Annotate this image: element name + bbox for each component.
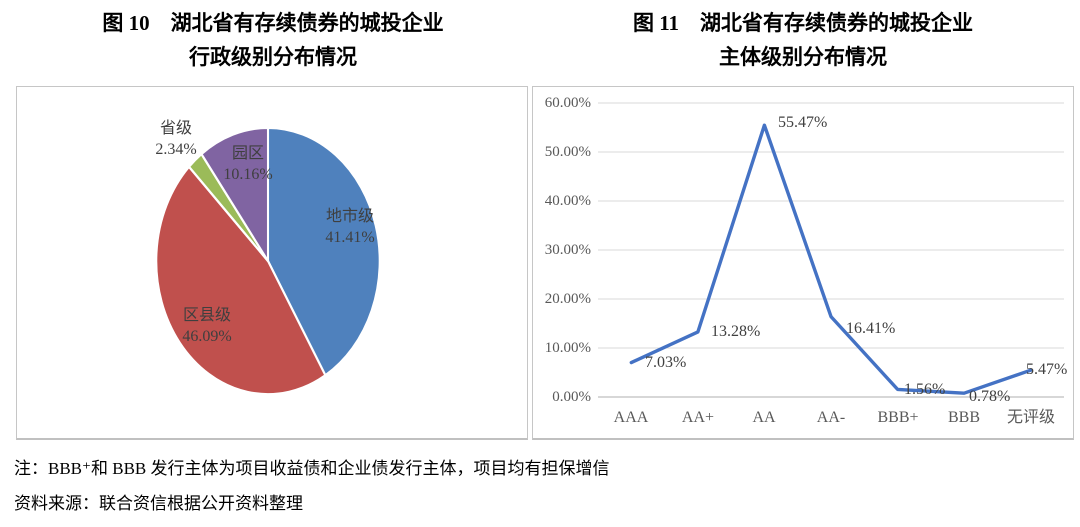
pie-label-county-value: 46.09%: [182, 328, 232, 345]
data-label-aaa: 7.03%: [645, 354, 687, 371]
figure11-title: 图 11 湖北省有存续债券的城投企业 主体级别分布情况: [532, 6, 1074, 74]
pie-chart: [155, 126, 381, 396]
xtick-bbb: BBB: [947, 409, 980, 426]
figure-source: 资料来源：联合资信根据公开资料整理: [14, 494, 303, 513]
data-label-aa-plus: 13.28%: [711, 323, 761, 340]
ytick-0: 0.00%: [552, 389, 591, 405]
pie-label-park-value: 10.16%: [223, 166, 273, 183]
pie-slice-区县级: [155, 165, 327, 396]
xtick-aa: AA: [752, 409, 776, 426]
xtick-aa-minus: AA-: [816, 409, 846, 426]
xtick-unrated: 无评级: [1006, 409, 1055, 426]
line-chart: [598, 102, 1064, 398]
data-label-aa: 55.47%: [778, 114, 828, 131]
ytick-10: 10.00%: [544, 340, 591, 356]
data-label-unrated: 5.47%: [1026, 361, 1068, 378]
rating-distribution-line: [629, 123, 1033, 395]
ytick-20: 20.00%: [544, 291, 591, 307]
data-label-aa-minus: 16.41%: [846, 320, 896, 337]
xtick-bbb-plus: BBB+: [877, 409, 919, 426]
pie-label-provincial-name: 省级: [159, 120, 193, 137]
ytick-50: 50.00%: [544, 144, 591, 160]
pie-label-county-name: 区县级: [182, 307, 232, 324]
pie-label-provincial-value: 2.34%: [155, 141, 197, 158]
pie-slice-地市级: [266, 126, 381, 377]
pie-label-provincial: 省级 2.34%: [155, 118, 196, 160]
pie-label-prefecture: 地市级 41.41%: [325, 206, 374, 248]
pie-slice-园区: [200, 126, 270, 263]
data-label-bbb-plus: 1.56%: [904, 381, 946, 398]
figure10-title: 图 10 湖北省有存续债券的城投企业 行政级别分布情况: [16, 6, 530, 74]
pie-label-prefecture-value: 41.41%: [325, 229, 375, 246]
xtick-aaa: AAA: [613, 409, 649, 426]
figure11-title-line2: 主体级别分布情况: [719, 45, 887, 69]
ytick-60: 60.00%: [544, 95, 591, 111]
line-chart-panel: 60.00% 50.00% 40.00% 30.00% 20.00% 10.00…: [532, 86, 1074, 440]
pie-label-park: 园区 10.16%: [223, 143, 272, 185]
xtick-aa-plus: AA+: [681, 409, 715, 426]
pie-label-county: 区县级 46.09%: [182, 305, 231, 347]
figure10-title-line2: 行政级别分布情况: [189, 45, 357, 69]
pie-label-prefecture-name: 地市级: [325, 208, 375, 225]
figure-note: 注：BBB⁺和 BBB 发行主体为项目收益债和企业债发行主体，项目均有担保增信: [14, 459, 610, 478]
pie-chart-panel: 省级 2.34% 园区 10.16% 地市级 41.41% 区县级 46.09%: [16, 86, 528, 440]
figure10-title-line1: 图 10 湖北省有存续债券的城投企业: [102, 11, 444, 35]
pie-label-park-name: 园区: [231, 145, 265, 162]
ytick-40: 40.00%: [544, 193, 591, 209]
data-label-bbb: 0.78%: [969, 388, 1011, 405]
figure11-title-line1: 图 11 湖北省有存续债券的城投企业: [632, 11, 974, 35]
ytick-30: 30.00%: [544, 242, 591, 258]
